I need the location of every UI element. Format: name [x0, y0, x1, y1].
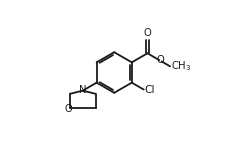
Text: O: O — [144, 28, 151, 38]
Text: Cl: Cl — [144, 85, 155, 95]
Text: O: O — [156, 56, 164, 65]
Text: CH$_3$: CH$_3$ — [171, 59, 191, 73]
Text: O: O — [64, 104, 72, 114]
Text: N: N — [79, 85, 87, 95]
